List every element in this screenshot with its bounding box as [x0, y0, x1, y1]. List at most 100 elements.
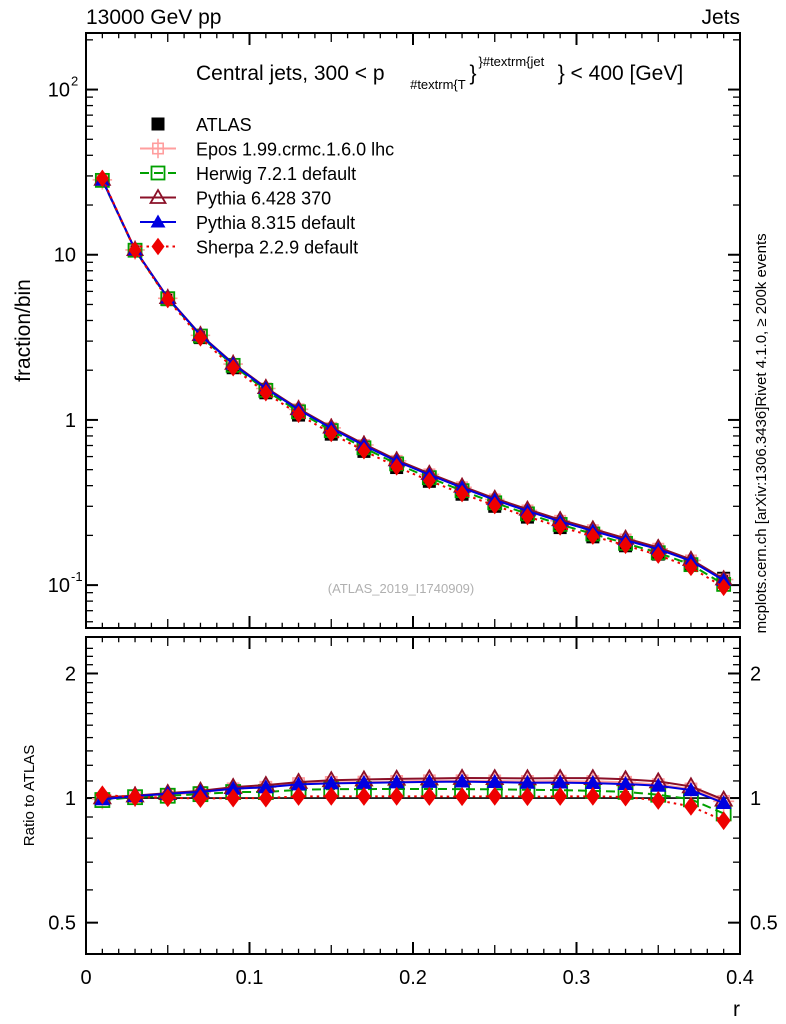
- series-line: [101, 177, 725, 589]
- ratio-y-axis-label: Ratio to ATLAS: [21, 745, 38, 846]
- title-part-tail: } < 400 [GeV]: [558, 62, 684, 85]
- data-marker: [355, 774, 372, 789]
- data-marker: [683, 796, 698, 816]
- data-marker: [422, 471, 436, 490]
- data-marker: [553, 787, 568, 806]
- data-marker: [150, 214, 166, 228]
- legend-item[interactable]: Sherpa 2.2.9 default: [140, 238, 358, 258]
- data-marker: [390, 458, 404, 476]
- title-subscript: #textrm{T: [410, 77, 466, 92]
- data-marker: [520, 787, 535, 807]
- ratio-y-tick-label-right: 2: [750, 663, 761, 685]
- ratio-y-tick-label: 1: [65, 788, 76, 810]
- legend-label: Sherpa 2.2.9 default: [196, 238, 358, 258]
- data-marker: [619, 536, 633, 555]
- data-marker: [292, 405, 306, 424]
- legend-label: Pythia 6.428 370: [196, 189, 331, 209]
- data-marker: [128, 787, 143, 807]
- ratio-data-layer: [91, 768, 735, 831]
- data-marker: [259, 384, 273, 402]
- series-sherpa-2-2-9-default: [95, 169, 731, 597]
- analysis-watermark: (ATLAS_2019_I1740909): [328, 581, 474, 596]
- data-marker: [584, 775, 601, 790]
- main-data-layer: [92, 169, 734, 597]
- series-atlas: [95, 173, 731, 585]
- series-herwig-7-2-1-default: [94, 781, 732, 822]
- data-marker: [455, 787, 470, 807]
- series-herwig-7-2-1-default: [94, 172, 732, 592]
- mcplots-reference-label: mcplots.cern.ch [arXiv:1306.3436]: [753, 407, 770, 634]
- data-marker: [682, 782, 699, 797]
- y-axis-label: fraction/bin: [12, 279, 35, 382]
- rivet-version-label: Rivet 4.1.0, ≥ 200k events: [753, 233, 770, 406]
- ratio-y-tick-label: 0.5: [48, 913, 76, 935]
- data-marker: [421, 773, 438, 788]
- series-pythia-8-315-default: [94, 172, 732, 586]
- x-tick-label: 0.3: [563, 967, 591, 989]
- y-tick-label: 10: [54, 245, 76, 267]
- data-marker: [193, 789, 208, 809]
- data-marker: [357, 441, 371, 460]
- legend-label: Herwig 7.2.1 default: [196, 164, 356, 184]
- data-marker: [95, 169, 109, 188]
- data-marker: [193, 329, 207, 347]
- data-marker: [488, 496, 502, 515]
- ratio-y-tick-label-right: 1: [750, 788, 761, 810]
- data-marker: [226, 358, 240, 377]
- data-marker: [717, 578, 731, 597]
- svg-text:1: 1: [65, 410, 76, 432]
- legend-item[interactable]: Herwig 7.2.1 default: [140, 164, 356, 184]
- title-superscript: }#textrm{jet: [479, 54, 545, 69]
- data-marker: [552, 774, 569, 789]
- data-marker: [226, 788, 241, 808]
- x-tick-label: 0: [80, 967, 91, 989]
- legend-label: Pythia 8.315 default: [196, 213, 355, 233]
- data-marker: [716, 811, 731, 831]
- data-marker: [324, 424, 338, 443]
- y-tick-exponent: -1: [71, 569, 83, 584]
- data-marker: [715, 794, 732, 809]
- legend: ATLAS Epos 1.99.crmc.1.6.0 lhc Herwig 7.2.…: [140, 115, 394, 258]
- legend-item[interactable]: Epos 1.99.crmc.1.6.0 lhc: [140, 138, 394, 160]
- data-marker: [95, 785, 110, 805]
- data-marker: [160, 788, 175, 808]
- data-marker: [291, 787, 306, 806]
- data-marker: [650, 777, 667, 792]
- data-marker: [257, 779, 274, 794]
- ratio-y-tick-label: 2: [65, 663, 76, 685]
- data-marker: [161, 290, 175, 309]
- data-marker: [454, 773, 471, 788]
- y-tick-label: 10 2: [48, 74, 78, 102]
- x-tick-label: 0.2: [399, 967, 427, 989]
- data-marker: [151, 237, 165, 256]
- data-marker: [487, 786, 502, 806]
- data-marker: [618, 787, 633, 807]
- data-marker: [520, 507, 534, 526]
- data-marker: [356, 787, 371, 806]
- series-line: [101, 179, 725, 586]
- svg-text:10: 10: [54, 245, 76, 267]
- data-marker: [324, 786, 339, 806]
- ratio-panel-frame: [85, 636, 741, 955]
- series-sherpa-2-2-9-default: [95, 785, 731, 831]
- data-marker: [128, 241, 142, 260]
- data-marker: [651, 790, 666, 810]
- x-tick-label: 0.1: [236, 967, 264, 989]
- legend-label: Epos 1.99.crmc.1.6.0 lhc: [196, 140, 394, 160]
- data-marker: [258, 788, 273, 808]
- series-pythia-6-428-370: [92, 768, 734, 807]
- data-marker: [225, 780, 242, 795]
- legend-label: ATLAS: [196, 115, 252, 135]
- legend-item[interactable]: Pythia 6.428 370: [140, 188, 331, 209]
- series-epos-1-99-crmc-1-6-0-lhc: [92, 170, 734, 590]
- ratio-y-tick-label-right: 0.5: [750, 913, 778, 935]
- main-panel-frame: [85, 32, 741, 629]
- legend-item[interactable]: ATLAS: [151, 115, 252, 135]
- y-tick-exponent: 2: [71, 74, 78, 89]
- svg-text:10: 10: [48, 575, 70, 597]
- data-marker: [684, 558, 698, 577]
- legend-item[interactable]: Pythia 8.315 default: [140, 213, 355, 233]
- data-marker: [151, 117, 165, 131]
